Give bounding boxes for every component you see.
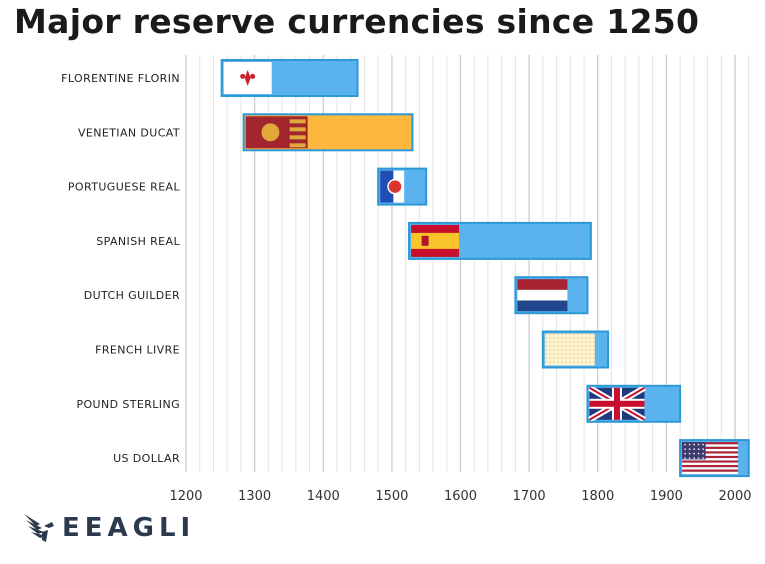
x-tick-label: 1200 [169,489,202,504]
x-tick-label: 1400 [307,489,340,504]
portugal-flag-icon [380,170,405,203]
x-tick-label: 2000 [718,489,751,504]
eagle-icon [24,514,54,542]
venice-flag-icon [245,116,308,149]
bar-france [541,330,610,369]
bar-portugal [377,167,428,206]
reserve-currency-chart: FLORENTINE FLORIN VENETIAN DUCAT PORTUGUES… [61,55,752,504]
x-tick-label: 1700 [513,489,546,504]
bar-spain [408,221,592,260]
x-tick-label: 1300 [238,489,271,504]
florence-flag-icon [223,62,272,94]
bar-netherlands [514,276,589,315]
netherlands-flag-icon [517,279,568,312]
category-label: DUTCH GUILDER [84,289,180,302]
category-label: SPANISH REAL [96,235,180,248]
bar-outline [541,330,610,369]
x-tick-label: 1900 [650,489,683,504]
x-tick-label: 1600 [444,489,477,504]
category-label: PORTUGUESE REAL [68,181,181,194]
logo: EEAGLI [22,512,195,544]
bar-venice [242,113,414,152]
bar-usa [679,439,750,478]
category-label: US DOLLAR [113,452,180,465]
x-tick-label: 1500 [375,489,408,504]
bar-outline [408,221,592,260]
bar-uk [586,384,682,423]
usa-flag-icon [682,442,739,475]
category-label: VENETIAN DUCAT [78,126,180,139]
bar-outline [514,276,589,315]
x-tick-label: 1800 [581,489,614,504]
category-label: POUND STERLING [76,398,180,411]
bar-outline [377,167,428,206]
uk-flag-icon [587,385,646,423]
chart-title: Major reserve currencies since 1250 [14,2,700,41]
bar-outline [586,384,682,423]
category-label: FRENCH LIVRE [95,344,180,357]
category-label: FLORENTINE FLORIN [61,72,180,85]
france-flag-icon [544,333,595,366]
bar-outline [242,113,414,152]
bar-florence [220,59,359,97]
bar-outline [679,439,750,478]
bar-outline [220,59,359,97]
logo-text: EEAGLI [62,513,196,543]
spain-flag-icon [411,224,460,257]
